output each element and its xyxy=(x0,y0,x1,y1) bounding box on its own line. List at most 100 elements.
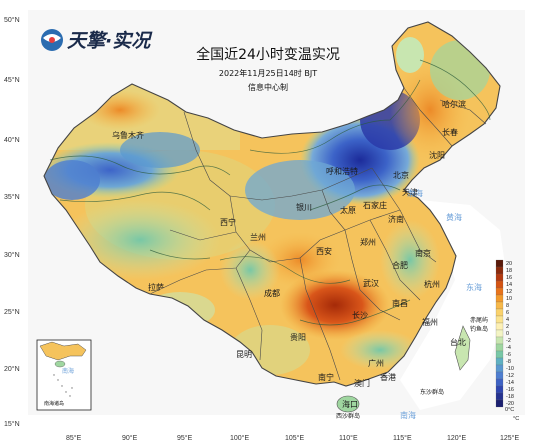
sea-label: 西沙群岛 xyxy=(336,412,360,420)
legend-zero-label: 0°C xyxy=(505,407,514,413)
legend-tick-label: 10 xyxy=(506,296,512,302)
legend-swatch xyxy=(495,336,504,345)
legend-tick-label: -6 xyxy=(506,352,511,358)
legend-tick-label: -2 xyxy=(506,338,511,344)
city-labels: 哈尔滨 长春 沈阳 呼和浩特 北京 天津 太原 石家庄 济南 银川 乌鲁木齐 西… xyxy=(112,99,466,409)
city-label: 杭州 xyxy=(424,279,440,289)
sea-label: 渤海 xyxy=(407,188,423,198)
lon-label: 100°E xyxy=(230,434,249,442)
legend-swatch xyxy=(495,364,504,373)
city-label: 广州 xyxy=(368,358,384,368)
city-label: 济南 xyxy=(388,214,404,224)
lon-label: 120°E xyxy=(447,434,466,442)
city-label: 拉萨 xyxy=(148,282,164,292)
sea-label: 南海 xyxy=(400,410,416,420)
latitude-labels: 50°N 45°N 40°N 35°N 30°N 25°N 20°N 15°N xyxy=(4,16,20,428)
city-label: 石家庄 xyxy=(363,200,387,210)
city-label: 澳门 xyxy=(354,378,370,388)
city-label: 沈阳 xyxy=(429,150,445,160)
city-label: 香港 xyxy=(380,372,396,382)
city-label: 北京 xyxy=(393,170,409,180)
legend-swatch xyxy=(495,357,504,366)
legend-swatch xyxy=(495,329,504,338)
legend-tick-label: -10 xyxy=(506,366,514,372)
city-label: 合肥 xyxy=(392,260,408,270)
legend-swatch xyxy=(495,392,504,401)
city-label: 西安 xyxy=(316,246,332,256)
legend-tick-label: -14 xyxy=(506,380,514,386)
lat-label: 35°N xyxy=(4,193,20,201)
legend-swatch xyxy=(495,259,504,268)
south-china-sea-inset: 南海 南海诸岛 xyxy=(36,339,92,411)
legend-swatch xyxy=(495,280,504,289)
legend-swatch xyxy=(495,322,504,331)
city-label: 哈尔滨 xyxy=(442,99,466,109)
lon-label: 95°E xyxy=(177,434,193,442)
lon-label: 85°E xyxy=(66,434,82,442)
city-label: 乌鲁木齐 xyxy=(112,130,144,140)
legend-swatch xyxy=(495,371,504,380)
map-source: 信息中心制 xyxy=(248,82,288,92)
legend-swatch xyxy=(495,273,504,282)
sea-label: 东沙群岛 xyxy=(420,388,444,396)
isolines xyxy=(49,59,491,326)
map-time: 2022年11月25日14时 BJT xyxy=(219,68,317,78)
brand-logo: 天擎·实况 xyxy=(41,29,153,52)
lat-label: 15°N xyxy=(4,420,20,428)
city-label: 贵阳 xyxy=(290,332,306,342)
city-label: 天津 xyxy=(402,187,418,197)
legend-swatch xyxy=(495,266,504,275)
legend-tick-label: -8 xyxy=(506,359,511,365)
city-label: 长春 xyxy=(442,127,458,137)
province-borders xyxy=(149,87,487,381)
sea-label: 赤尾屿 xyxy=(470,316,488,324)
legend-swatch xyxy=(495,385,504,394)
lon-label: 125°E xyxy=(500,434,519,442)
legend-swatch xyxy=(495,287,504,296)
city-label: 长沙 xyxy=(352,310,368,320)
lat-label: 30°N xyxy=(4,251,20,259)
legend-unit: °C xyxy=(513,416,519,422)
legend-swatch xyxy=(495,301,504,310)
legend-tick-label: 14 xyxy=(506,282,512,288)
legend-tick-label: 20 xyxy=(506,261,512,267)
legend-tick-label: 12 xyxy=(506,289,512,295)
city-label: 西宁 xyxy=(220,217,236,227)
legend-tick-label: 8 xyxy=(506,303,509,309)
city-label: 呼和浩特 xyxy=(326,166,358,176)
map-title: 全国近24小时变温实况 xyxy=(196,46,340,63)
lon-label: 105°E xyxy=(285,434,304,442)
legend-tick-label: 16 xyxy=(506,275,512,281)
city-label: 海口 xyxy=(342,399,358,409)
legend-tick-label: 4 xyxy=(506,317,509,323)
sea-labels: 渤海 黄海 东海 南海 赤尾屿 钓鱼岛 东沙群岛 西沙群岛 xyxy=(336,188,488,420)
legend-tick-label: 18 xyxy=(506,268,512,274)
longitude-labels: 85°E 90°E 95°E 100°E 105°E 110°E 115°E 1… xyxy=(66,434,519,442)
legend-tick-label: -20 xyxy=(506,401,514,407)
city-label: 兰州 xyxy=(250,232,266,242)
inset-islands-label: 南海诸岛 xyxy=(44,400,64,407)
city-label: 昆明 xyxy=(236,350,252,359)
sea-label: 黄海 xyxy=(446,212,462,222)
lon-label: 110°E xyxy=(339,434,358,442)
legend-tick-label: 6 xyxy=(506,310,509,316)
legend-ticks: 20181614121086420-2-4-6-8-10-12-14-16-18… xyxy=(506,261,514,407)
legend-swatch xyxy=(495,294,504,303)
city-label: 南昌 xyxy=(392,298,408,308)
legend-swatch xyxy=(495,399,504,408)
inset-sea-label: 南海 xyxy=(62,367,74,375)
city-label: 武汉 xyxy=(363,278,379,288)
legend-swatch xyxy=(495,315,504,324)
lat-label: 20°N xyxy=(4,365,20,373)
legend-tick-label: 0 xyxy=(506,331,509,337)
legend-swatches xyxy=(495,259,504,408)
color-legend: 20181614121086420-2-4-6-8-10-12-14-16-18… xyxy=(495,259,519,422)
lon-label: 90°E xyxy=(122,434,138,442)
legend-tick-label: -18 xyxy=(506,394,514,400)
lat-label: 40°N xyxy=(4,136,20,144)
legend-tick-label: -4 xyxy=(506,345,511,351)
legend-swatch xyxy=(495,350,504,359)
legend-swatch xyxy=(495,378,504,387)
city-label: 南宁 xyxy=(318,372,334,382)
